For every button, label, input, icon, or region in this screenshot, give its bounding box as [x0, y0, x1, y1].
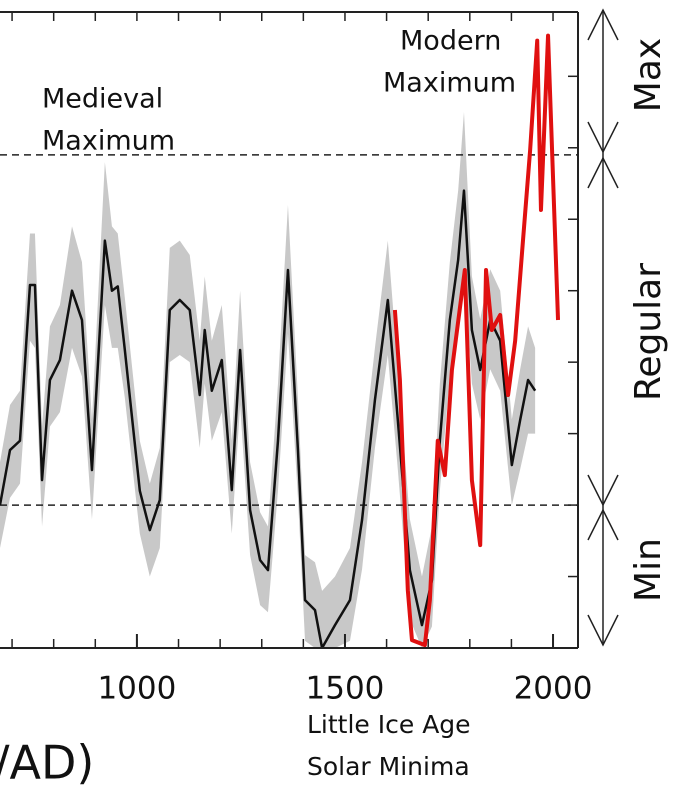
- overlay: 1000 1500 2000/AD) Medieval Maximum Modern Max…: [0, 12, 669, 790]
- level-label: Regular: [628, 263, 669, 401]
- level-label: Min: [628, 538, 669, 602]
- plot-area: [0, 33, 578, 648]
- x-tick-label: 2000: [514, 671, 593, 707]
- x-tick-label: 1500: [306, 671, 385, 707]
- annotation: Maximum: [42, 126, 175, 157]
- level-arrows: [587, 8, 619, 647]
- series-line: [392, 33, 561, 648]
- annotation: Solar Minima: [307, 752, 470, 781]
- annotation: Medieval: [42, 84, 163, 115]
- annotation: Modern: [400, 26, 501, 57]
- annotation: Maximum: [383, 68, 516, 99]
- annotation: Little Ice Age: [307, 710, 471, 739]
- x-axis-label: /AD): [0, 736, 94, 790]
- uncertainty-band: [0, 112, 536, 648]
- series-line: [0, 189, 537, 648]
- x-tick-label: 1000: [97, 671, 176, 707]
- level-label: Max: [628, 38, 669, 112]
